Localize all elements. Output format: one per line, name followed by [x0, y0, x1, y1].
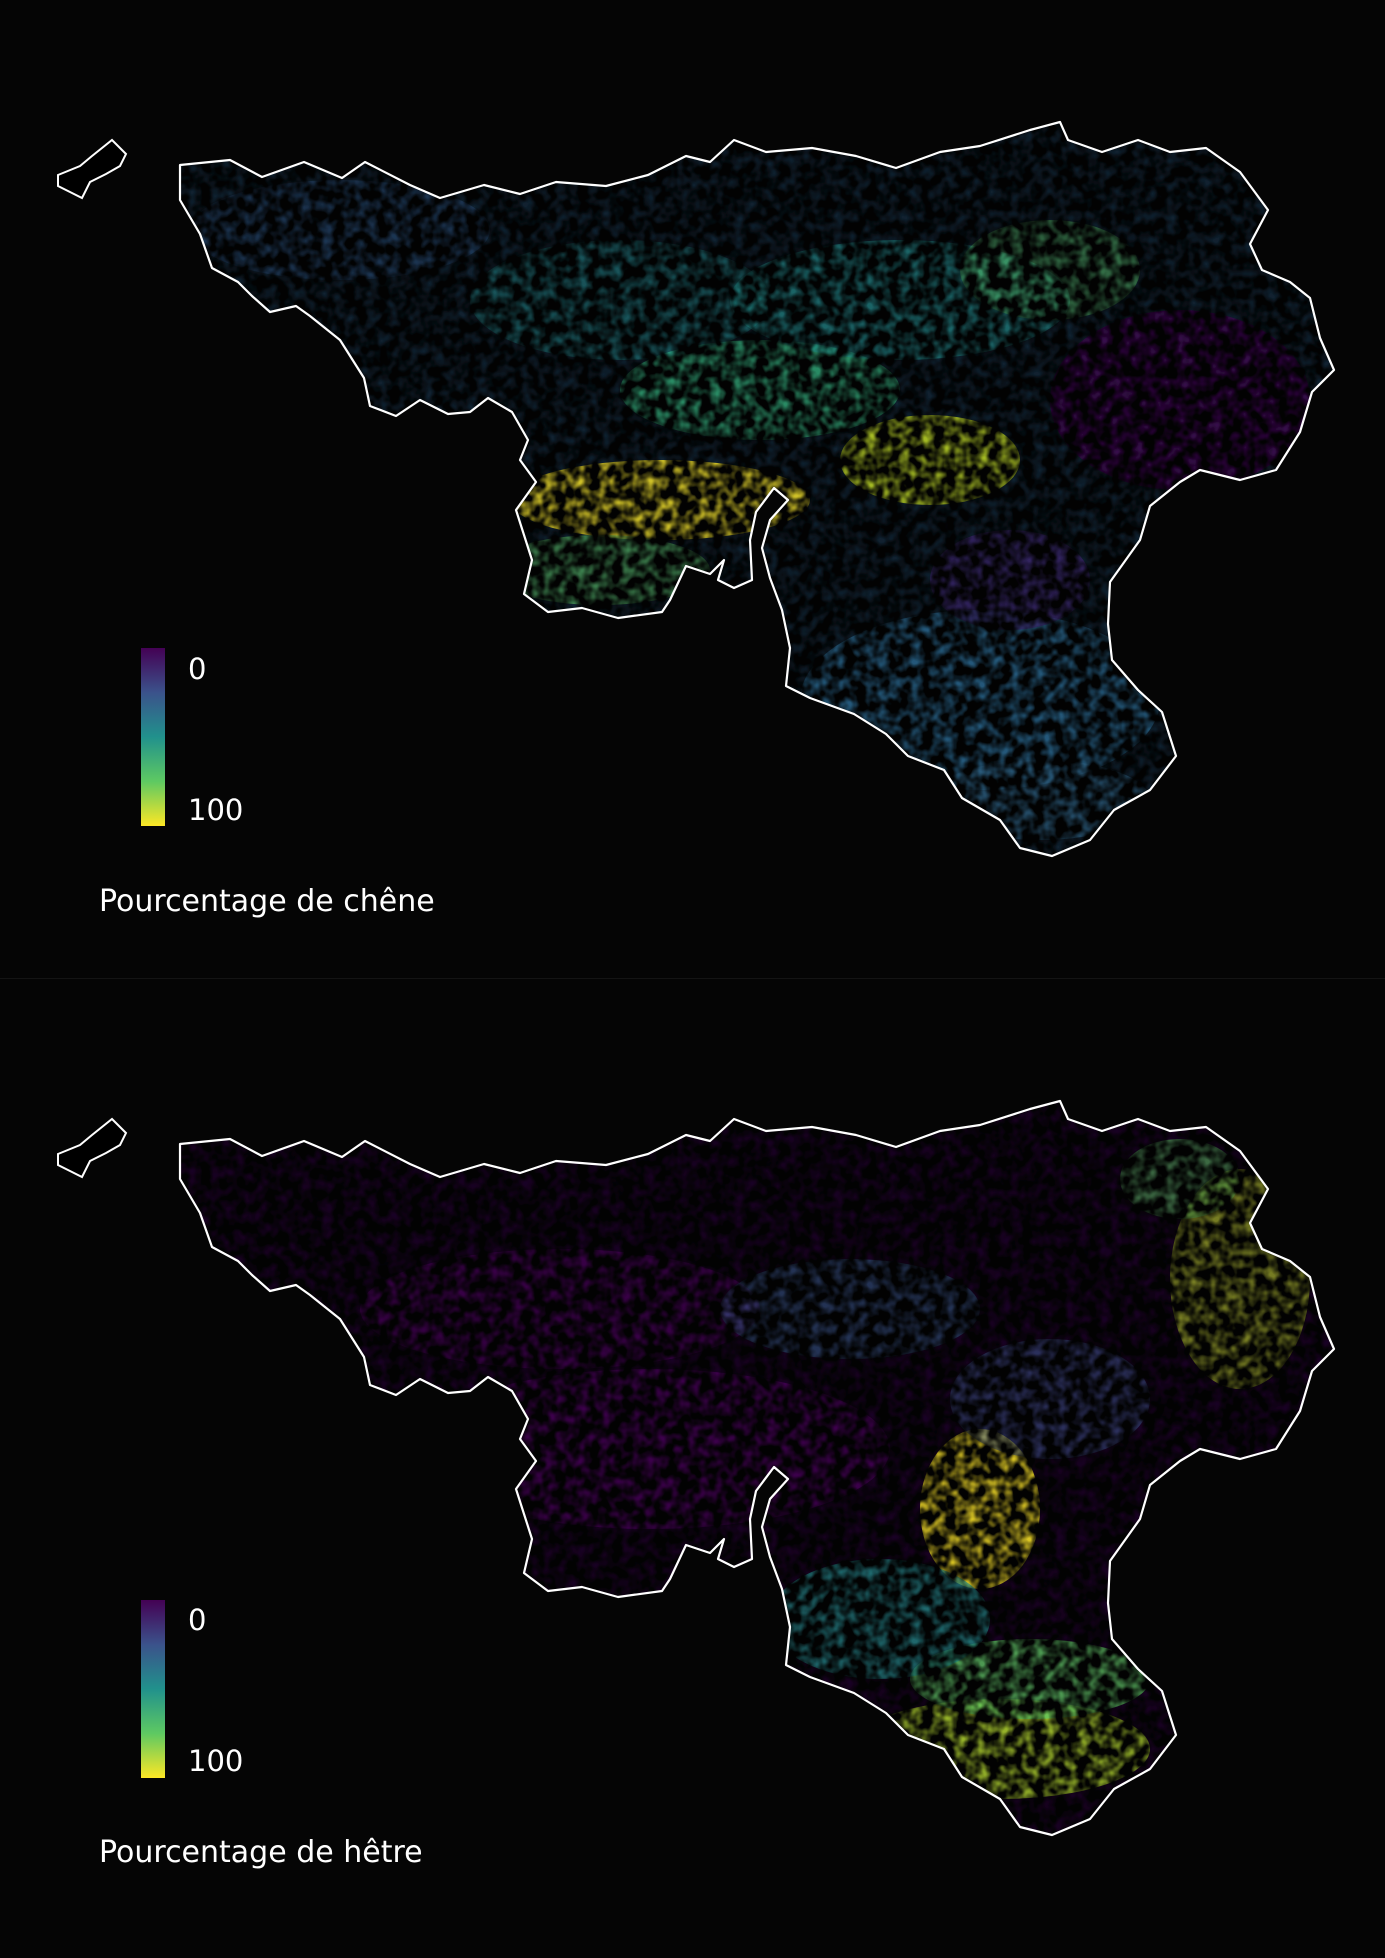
colorbar-min-label: 0	[188, 1603, 207, 1637]
beech-percentage-map	[57, 1099, 1336, 1837]
legend-title: Pourcentage de chêne	[99, 884, 435, 919]
colorbar-max-label: 100	[188, 793, 244, 827]
panel-divider	[0, 978, 1385, 979]
region-boundary	[178, 120, 1336, 858]
outlying-enclave-outline	[57, 138, 128, 200]
region-boundary	[178, 1099, 1336, 1837]
outlying-enclave-outline	[57, 1117, 128, 1179]
legend-title: Pourcentage de hêtre	[99, 1835, 423, 1870]
colorbar-min-label: 0	[188, 652, 207, 686]
colorbar	[141, 648, 165, 826]
oak-raster	[180, 122, 1334, 856]
colorbar-max-label: 100	[188, 1744, 244, 1778]
beech-percentage-map-panel: 0 100 Pourcentage de hêtre	[0, 979, 1385, 1958]
oak-percentage-map-panel: 0 100 Pourcentage de chêne	[0, 0, 1385, 978]
colorbar	[141, 1600, 165, 1778]
oak-percentage-map	[57, 120, 1336, 858]
